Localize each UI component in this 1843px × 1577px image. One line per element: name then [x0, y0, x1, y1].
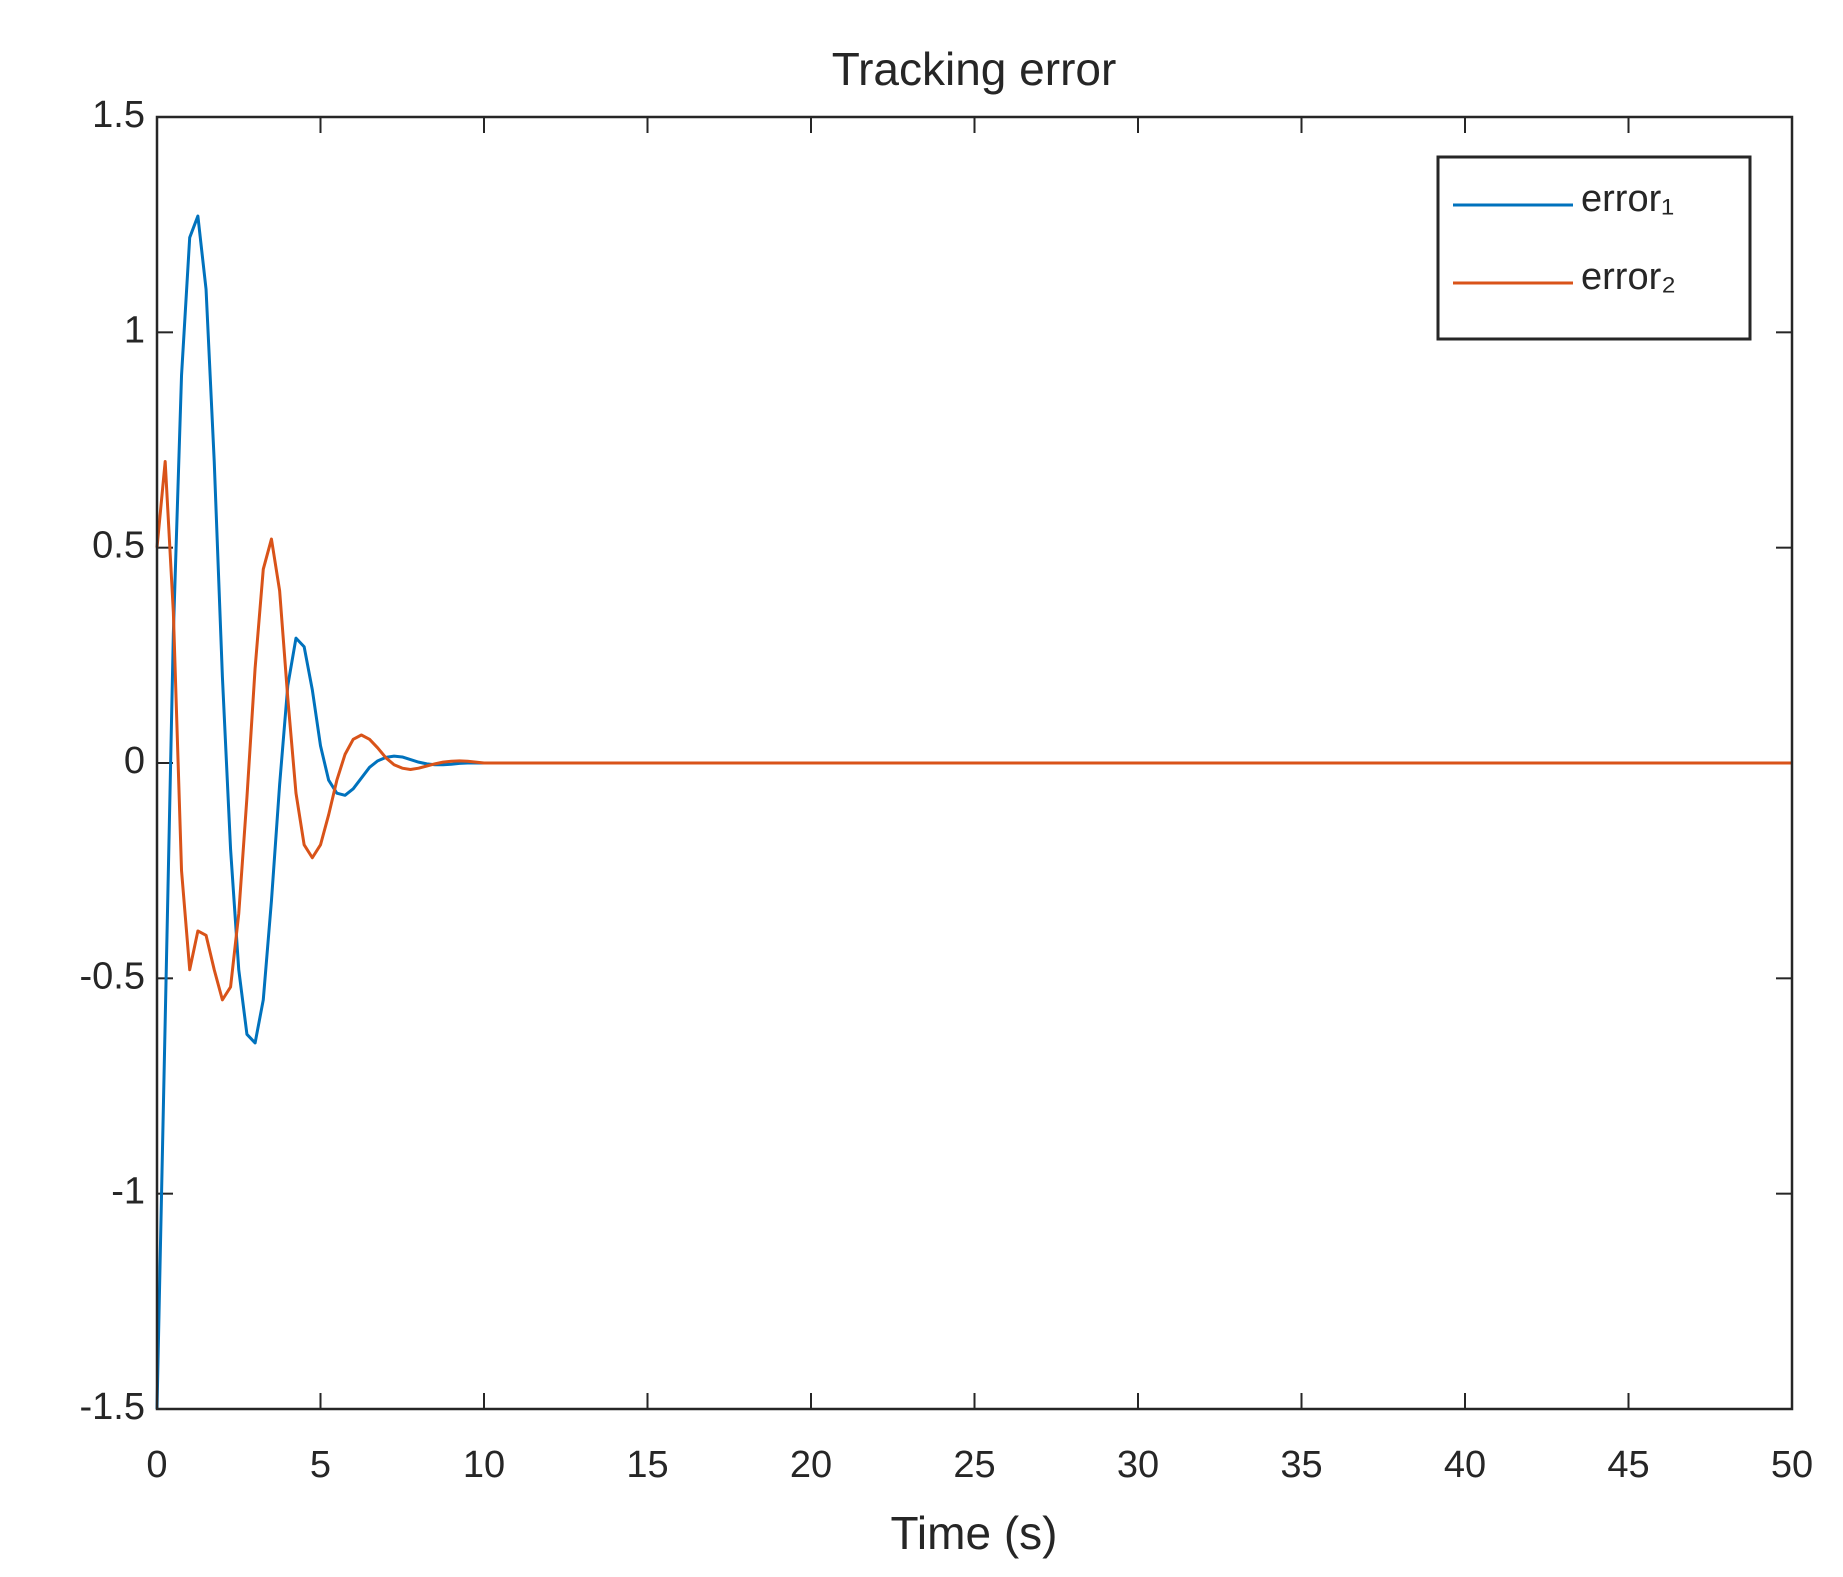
x-tick-label: 25: [953, 1444, 995, 1486]
x-tick-label: 30: [1117, 1444, 1159, 1486]
y-tick-label: 1: [124, 309, 145, 351]
legend-label: error₂: [1581, 256, 1676, 298]
y-tick-label: -1.5: [80, 1386, 145, 1428]
y-tick-label: -1: [111, 1171, 145, 1213]
axes-box: [155, 115, 1794, 1411]
y-tick-label: 1.5: [92, 94, 145, 136]
data-line: [155, 460, 1792, 1002]
x-tick-label: 20: [790, 1444, 832, 1486]
x-tick-label: 45: [1607, 1444, 1649, 1486]
x-tick-label: 35: [1280, 1444, 1322, 1486]
x-tick-label: 10: [463, 1444, 505, 1486]
x-tick-label: 50: [1771, 1444, 1813, 1486]
x-tick-label: 0: [146, 1444, 167, 1486]
x-tick-label: 40: [1444, 1444, 1486, 1486]
legend-label: error₁: [1581, 178, 1674, 220]
y-tick-label: -0.5: [80, 955, 145, 997]
x-tick-label: 5: [310, 1444, 331, 1486]
y-tick-label: 0.5: [92, 525, 145, 567]
y-tick-label: 0: [124, 740, 145, 782]
x-tick-label: 15: [626, 1444, 668, 1486]
legend-box: [1436, 155, 1752, 341]
x-axis-label: Time (s): [891, 1507, 1058, 1559]
chart-title: Tracking error: [832, 43, 1117, 95]
